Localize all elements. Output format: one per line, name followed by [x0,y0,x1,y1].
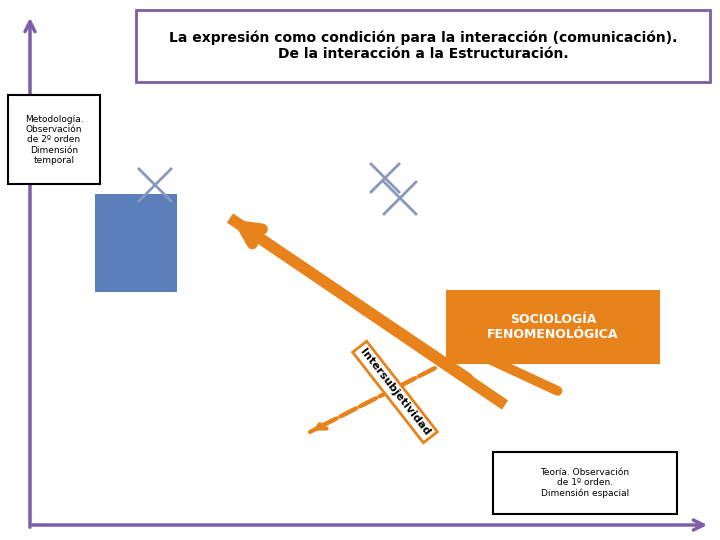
Text: SOCIOLOGÍA
FENOMENOLÓGICA: SOCIOLOGÍA FENOMENOLÓGICA [487,313,618,341]
Text: Teoría. Observación
de 1º orden.
Dimensión espacial: Teoría. Observación de 1º orden. Dimensi… [541,468,629,498]
FancyBboxPatch shape [8,95,100,184]
FancyBboxPatch shape [493,452,677,514]
Text: Intersubjetividad: Intersubjetividad [358,347,432,437]
FancyBboxPatch shape [446,290,660,364]
FancyBboxPatch shape [136,10,710,82]
Bar [95,194,177,292]
Text: Metodología.
Observación
de 2º orden
Dimensión
temporal: Metodología. Observación de 2º orden Dim… [24,114,84,165]
Text: La expresión como condición para la interacción (comunicación).
De la interacció: La expresión como condición para la inte… [168,31,678,62]
